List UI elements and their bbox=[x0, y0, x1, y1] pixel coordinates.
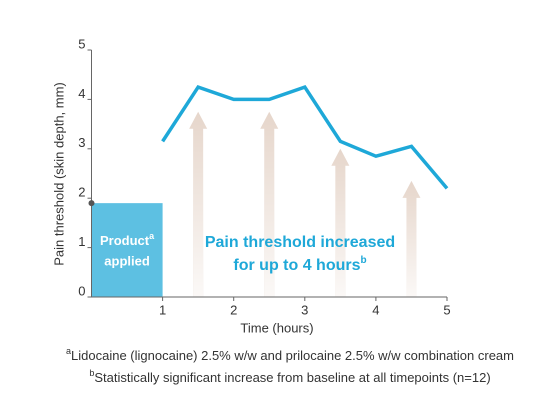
box-label: Producta bbox=[100, 231, 155, 248]
baseline-box bbox=[91, 203, 163, 297]
arrow-fade bbox=[331, 148, 350, 297]
x-axis-label: Time (hours) bbox=[240, 320, 313, 335]
box-label-sup: a bbox=[149, 231, 155, 241]
y-tick-label: 5 bbox=[78, 36, 85, 51]
footnote-text: Lidocaine (lignocaine) 2.5% w/w and pril… bbox=[71, 348, 514, 363]
baseline-dot bbox=[88, 200, 95, 207]
footnote-mark: a bbox=[66, 346, 71, 356]
footnote-text: Statistically significant increase from … bbox=[94, 370, 490, 385]
x-tick-label: 4 bbox=[372, 302, 379, 317]
y-tick-label: 4 bbox=[78, 86, 85, 101]
y-tick-label: 2 bbox=[78, 185, 85, 200]
arrow-fade bbox=[260, 111, 279, 297]
x-tick-label: 5 bbox=[443, 302, 450, 317]
arrow-fade bbox=[189, 111, 208, 297]
y-tick-label: 1 bbox=[78, 234, 85, 249]
y-axis-label: Pain threshold (skin depth, mm) bbox=[51, 82, 66, 266]
x-tick-label: 2 bbox=[230, 302, 237, 317]
footnote-mark: b bbox=[89, 368, 94, 378]
arrow-fade bbox=[402, 180, 421, 297]
annotation-sup: b bbox=[361, 255, 367, 266]
box-label-line2: applied bbox=[104, 253, 150, 268]
annotation: Pain threshold increased bbox=[205, 234, 395, 251]
box-label-text: Product bbox=[100, 233, 150, 248]
x-tick-label: 1 bbox=[159, 302, 166, 317]
annotation-text: for up to 4 hours bbox=[233, 257, 360, 274]
data-line bbox=[161, 84, 449, 190]
annotation-line2: for up to 4 hoursb bbox=[233, 255, 366, 274]
footnote: bStatistically significant increase from… bbox=[89, 368, 490, 385]
y-tick-label: 0 bbox=[78, 283, 85, 298]
footnote: aLidocaine (lignocaine) 2.5% w/w and pri… bbox=[66, 346, 514, 363]
x-tick-label: 3 bbox=[301, 302, 308, 317]
y-tick-label: 3 bbox=[78, 135, 85, 150]
